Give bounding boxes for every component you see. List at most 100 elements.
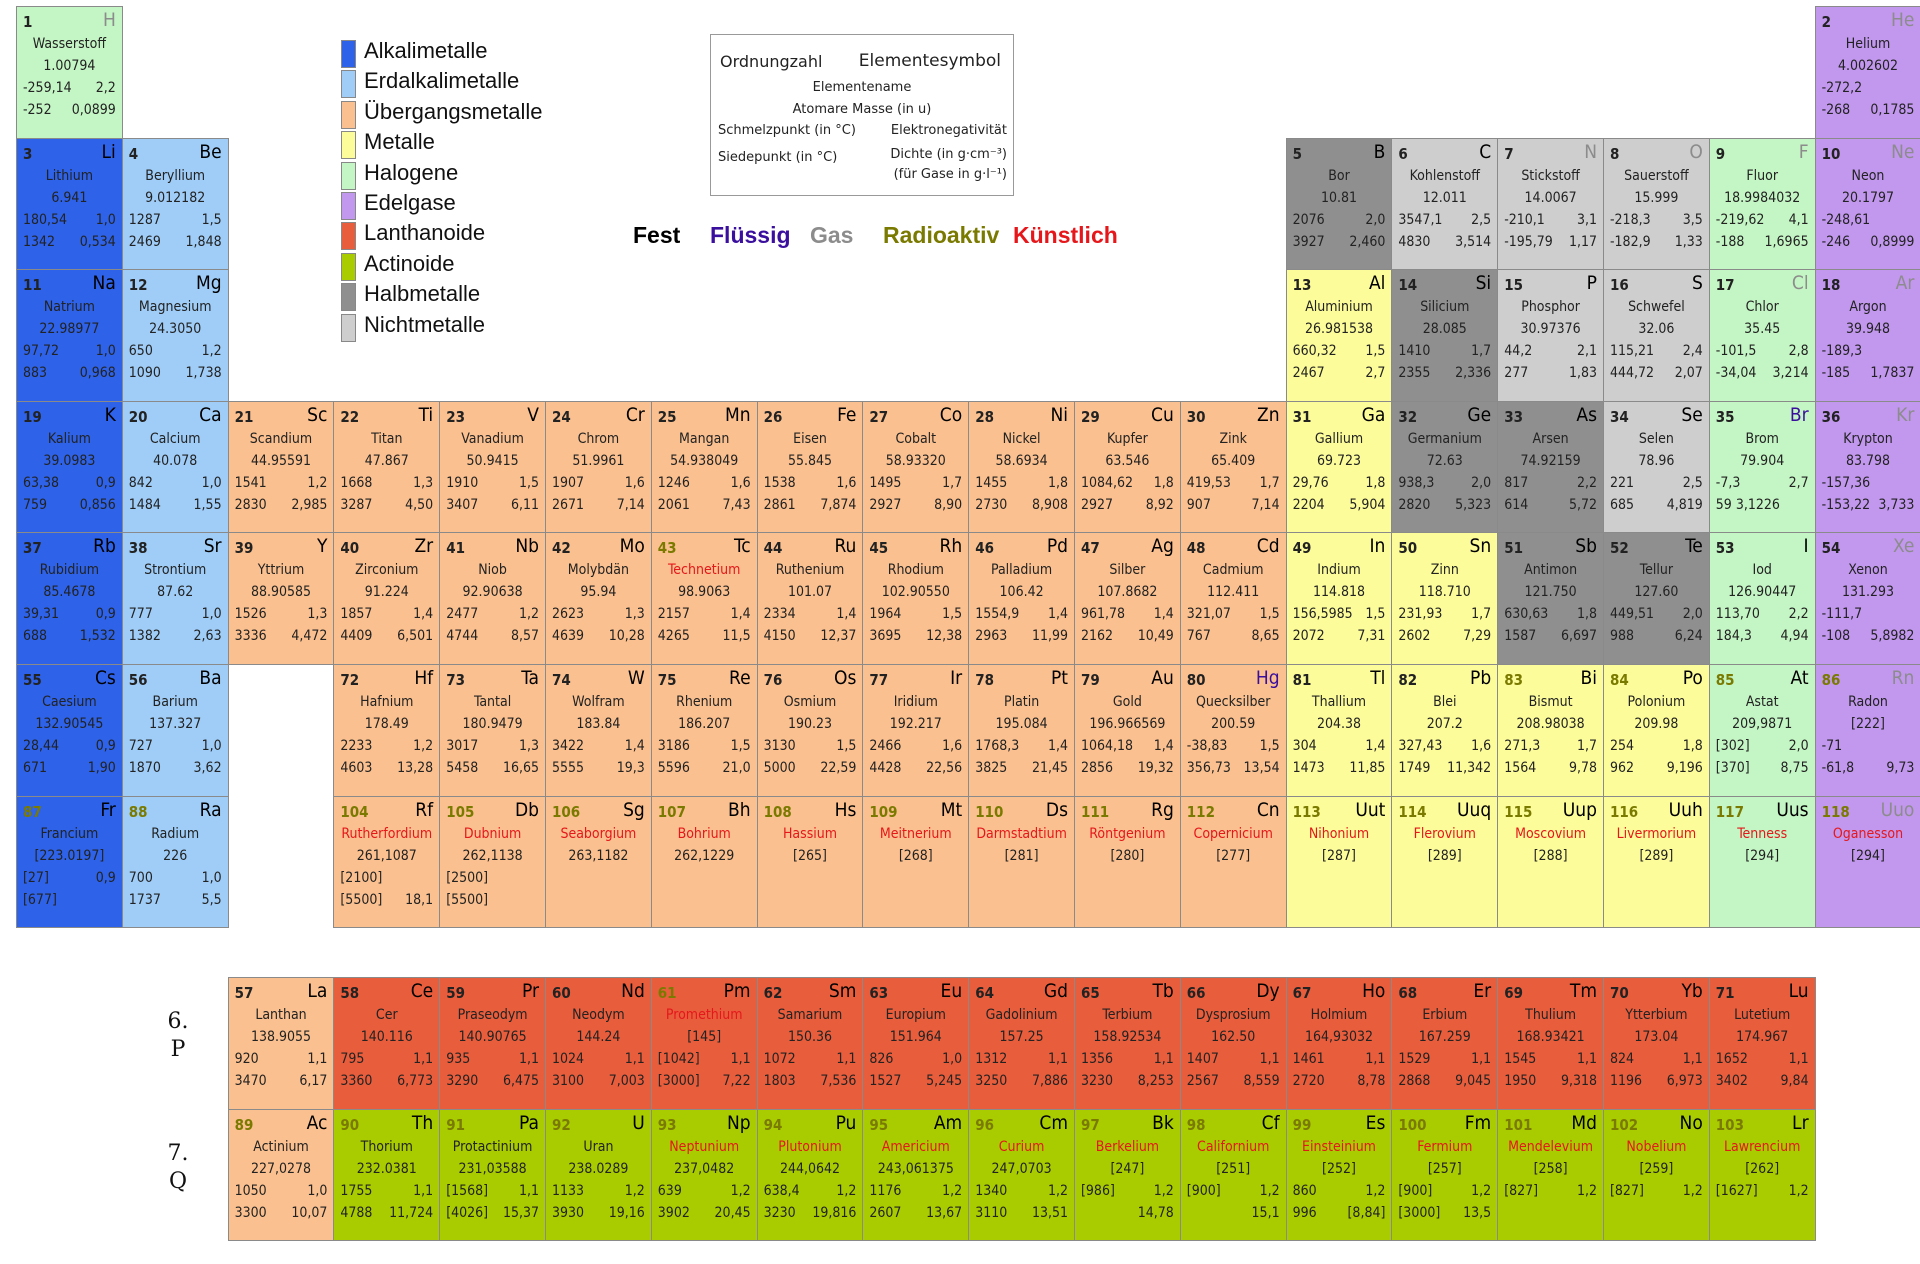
boiling-point: 4409 bbox=[340, 628, 373, 645]
key-dichte: Dichte (in g·cm⁻³) bbox=[890, 147, 1007, 162]
element-name: Thallium bbox=[1311, 694, 1367, 710]
atomic-mass: 227,0278 bbox=[250, 1160, 312, 1177]
melting-point: 271,3 bbox=[1504, 738, 1541, 754]
element-la: 57 La Lanthan 138.9055 920 1,1 3470 6,17 bbox=[227, 977, 335, 1110]
atomic-mass: 39.0983 bbox=[43, 452, 96, 469]
atomic-mass: 226 bbox=[163, 847, 188, 864]
melting-point: 1410 bbox=[1398, 343, 1431, 360]
atomic-mass: 262,1229 bbox=[674, 847, 735, 864]
melting-point: 1768,3 bbox=[975, 738, 1020, 754]
atomic-number: 12 bbox=[128, 276, 148, 295]
element-name: Stickstoff bbox=[1521, 167, 1580, 184]
boiling-point: 2820 bbox=[1398, 496, 1431, 513]
element-symbol: Lr bbox=[1792, 1111, 1809, 1134]
melting-point: 1652 bbox=[1715, 1051, 1748, 1067]
atomic-mass: [265] bbox=[793, 847, 827, 864]
atomic-number: 39 bbox=[234, 539, 254, 558]
element-ce: 58 Ce Cer 140.116 795 1,1 3360 6,773 bbox=[333, 977, 441, 1110]
boiling-point: -195,79 bbox=[1504, 233, 1553, 250]
state-radioaktiv: Radioaktiv bbox=[883, 222, 1000, 248]
element-name: Nobelium bbox=[1626, 1138, 1687, 1155]
element-bi: 83 Bi Bismut 208.98038 271,3 1,7 1564 9,78 bbox=[1497, 664, 1604, 797]
atomic-number: 50 bbox=[1398, 539, 1418, 558]
boiling-point: 907 bbox=[1186, 496, 1211, 513]
state-fest: Fest bbox=[633, 222, 681, 248]
element-symbol: Xe bbox=[1893, 535, 1915, 558]
atomic-number: 42 bbox=[552, 539, 571, 558]
melting-point: 817 bbox=[1504, 474, 1529, 491]
element-name: Phosphor bbox=[1521, 299, 1580, 316]
element-symbol: Sg bbox=[623, 798, 645, 821]
element-cm: 96 Cm Curium 247,0703 1340 1,2 3110 13,51 bbox=[968, 1108, 1075, 1242]
atomic-mass: 151.964 bbox=[889, 1029, 942, 1045]
atomic-number: 51 bbox=[1504, 539, 1523, 558]
boiling-point: [5500] bbox=[340, 891, 383, 908]
boiling-point: 4603 bbox=[340, 760, 373, 776]
atomic-number: 109 bbox=[869, 802, 898, 821]
melting-point: -101,5 bbox=[1715, 343, 1757, 360]
element-symbol: He bbox=[1891, 9, 1915, 31]
atomic-number: 85 bbox=[1715, 671, 1735, 689]
element-rh: 45 Rh Rhodium 102.90550 1964 1,5 3695 12,38 bbox=[862, 532, 970, 665]
boiling-point: 2927 bbox=[1081, 496, 1114, 513]
element-v: 23 V Vanadium 50.9415 1910 1,5 3407 6,11 bbox=[439, 400, 546, 534]
element-name: Meitnerium bbox=[879, 825, 952, 842]
element-name: Antimon bbox=[1524, 562, 1578, 579]
atomic-mass: 40.078 bbox=[153, 452, 198, 469]
element-name: Kohlenstoff bbox=[1409, 167, 1480, 184]
atomic-number: 79 bbox=[1081, 671, 1100, 689]
element-name: Cobalt bbox=[895, 430, 937, 447]
atomic-number: 6 bbox=[1398, 144, 1408, 163]
boiling-point: 685 bbox=[1610, 496, 1635, 513]
melting-point: -157,36 bbox=[1821, 474, 1871, 491]
element-symbol: Db bbox=[514, 798, 539, 821]
element-symbol: O bbox=[1689, 140, 1703, 163]
atomic-mass: 190.23 bbox=[787, 716, 833, 732]
atomic-number: 74 bbox=[552, 671, 571, 689]
element-sc: 21 Sc Scandium 44.95591 1541 1,2 2830 2,985 bbox=[227, 400, 335, 534]
element-symbol: H bbox=[102, 9, 116, 31]
atomic-mass: 162.50 bbox=[1211, 1029, 1256, 1045]
atomic-number: 49 bbox=[1292, 539, 1312, 558]
key-elektronegativitaet: Elektronegativität bbox=[890, 123, 1007, 138]
element-name: Seaborgium bbox=[560, 825, 637, 842]
atomic-mass: 168.93421 bbox=[1516, 1029, 1585, 1045]
element-ho: 67 Ho Holmium 164,93032 1461 1,1 2720 8,78 bbox=[1285, 977, 1393, 1110]
element-symbol: Rh bbox=[939, 535, 963, 558]
atomic-number: 10 bbox=[1821, 144, 1841, 163]
element-name: Curium bbox=[998, 1138, 1045, 1155]
element-mg: 12 Mg Magnesium 24.3050 650 1,2 1090 1,738 bbox=[121, 269, 229, 402]
melting-point: 304 bbox=[1292, 738, 1317, 754]
element-symbol: Br bbox=[1789, 403, 1809, 426]
atomic-number: 70 bbox=[1610, 984, 1629, 1002]
legend-label: Alkalimetalle bbox=[364, 38, 488, 63]
melting-point: [1627] bbox=[1715, 1182, 1758, 1199]
element-i: 53 I Iod 126.90447 113,70 2,2 184,3 4,94 bbox=[1708, 532, 1816, 665]
electronegativity: 1,3 bbox=[624, 606, 645, 623]
electronegativity: 1,8 bbox=[1047, 474, 1068, 491]
melting-point: 935 bbox=[446, 1051, 471, 1067]
element-name: Iod bbox=[1752, 562, 1772, 579]
atomic-number: 97 bbox=[1081, 1115, 1100, 1134]
element-os: 76 Os Osmium 190.23 3130 1,5 5000 22,59 bbox=[756, 664, 864, 797]
element-symbol: Bk bbox=[1152, 1111, 1174, 1134]
key-atomare-masse: Atomare Masse (in u) bbox=[792, 102, 932, 117]
boiling-point: 3402 bbox=[1715, 1073, 1748, 1089]
element-name: Eisen bbox=[793, 430, 827, 447]
atomic-mass: 196.966569 bbox=[1089, 716, 1166, 732]
atomic-number: 66 bbox=[1186, 984, 1206, 1002]
electronegativity: 0,9 bbox=[95, 738, 116, 754]
electronegativity: 1,4 bbox=[836, 606, 857, 623]
boiling-point: 883 bbox=[23, 365, 48, 382]
atomic-number: 2 bbox=[1821, 13, 1831, 31]
density: 11,724 bbox=[389, 1204, 434, 1221]
boiling-point: 2467 bbox=[1292, 365, 1325, 382]
electronegativity: 1,4 bbox=[624, 738, 645, 754]
electronegativity: 2,4 bbox=[1682, 343, 1703, 360]
density: 5,5 bbox=[201, 891, 222, 908]
element-y: 39 Y Yttrium 88.90585 1526 1,3 3336 4,472 bbox=[227, 532, 335, 665]
boiling-point: 3825 bbox=[975, 760, 1008, 776]
melting-point: 2233 bbox=[340, 738, 373, 754]
element-symbol: Ni bbox=[1050, 403, 1068, 426]
element-lr: 103 Lr Lawrencium [262] [1627] 1,2 bbox=[1708, 1108, 1816, 1242]
